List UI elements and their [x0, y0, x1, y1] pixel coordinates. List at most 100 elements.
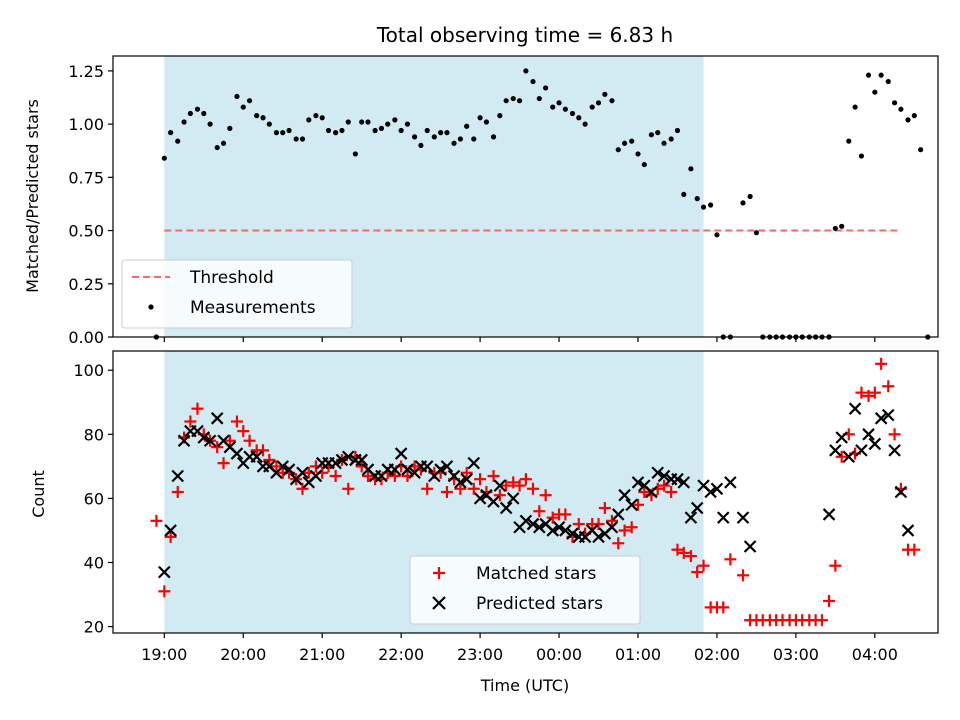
predicted-star-point — [901, 524, 915, 537]
matched-star-point — [362, 469, 374, 482]
top-axes-frame — [112, 55, 939, 338]
predicted-star-point — [467, 456, 481, 470]
measurement-point — [372, 127, 378, 134]
predicted-star-point — [546, 524, 560, 537]
measurement-point — [898, 106, 904, 112]
measurement-point — [885, 78, 891, 85]
predicted-star-point — [440, 460, 454, 473]
predicted-star-point — [355, 453, 368, 467]
predicted-star-point — [552, 520, 566, 534]
matched-star-point — [440, 486, 453, 498]
measurement-point — [503, 98, 509, 104]
measurement-point — [714, 232, 720, 238]
measurement-point — [740, 200, 746, 206]
x-tick-label: 03:00 — [773, 645, 819, 664]
matched-star-point — [421, 482, 434, 495]
matched-star-point — [855, 386, 868, 399]
legend-predicted-label: Predicted stars — [476, 594, 603, 614]
predicted-star-point — [690, 501, 704, 515]
measurement-point — [589, 104, 595, 110]
matched-star-point — [527, 482, 539, 495]
predicted-star-point — [618, 488, 631, 502]
matched-star-point — [539, 489, 552, 502]
predicted-star-point — [625, 498, 638, 512]
measurement-point — [681, 191, 687, 197]
matched-star-point — [513, 479, 526, 492]
measurement-point — [273, 130, 280, 136]
matched-star-point — [618, 524, 631, 537]
bottom-legend: Matched stars Predicted stars — [409, 555, 641, 625]
predicted-star-point — [434, 463, 447, 476]
predicted-star-point — [171, 469, 185, 483]
predicted-star-point — [388, 463, 402, 476]
matched-star-point — [691, 566, 704, 579]
predicted-star-point — [822, 508, 836, 521]
x-tick-label: 21:00 — [299, 645, 345, 664]
matched-star-point — [191, 402, 204, 415]
matched-star-point — [908, 543, 921, 556]
predicted-star-point — [888, 444, 901, 457]
measurement-point — [418, 142, 424, 149]
predicted-star-point — [499, 501, 513, 515]
measurement-point — [345, 119, 351, 125]
measurement-point — [359, 119, 365, 125]
measurement-point — [615, 147, 621, 153]
x-axis-label: Time (UTC) — [480, 676, 569, 695]
measurement-point — [668, 136, 674, 142]
measurement-point — [477, 115, 483, 121]
measurement-point — [246, 98, 253, 104]
measurement-point — [227, 125, 233, 131]
bottom-legend-box — [409, 555, 641, 625]
legend-matched-swatch — [433, 567, 445, 579]
legend-predicted-swatch — [432, 596, 446, 610]
measurement-point — [688, 166, 694, 172]
measurement-point — [621, 140, 628, 146]
matched-star-point — [882, 380, 895, 393]
matched-star-point — [223, 434, 236, 447]
matched-star-point — [474, 473, 487, 486]
measurement-point — [905, 117, 911, 123]
predicted-star-point — [401, 463, 414, 476]
measurement-point — [385, 121, 391, 127]
matched-star-point — [342, 482, 355, 495]
bottom-x-ticks: 19:00 20:00 21:00 22:00 23:00 00:00 01:00 02:00… — [141, 633, 898, 664]
predicted-star-point — [716, 511, 730, 524]
x-tick-label: 04:00 — [852, 645, 898, 664]
measurement-point — [438, 130, 444, 136]
predicted-star-point — [631, 476, 645, 489]
measurement-point — [333, 130, 339, 136]
predicted-star-point — [473, 492, 487, 505]
measurement-point — [181, 119, 187, 125]
predicted-star-point — [611, 508, 625, 521]
measurement-point — [490, 134, 497, 140]
measurement-point — [220, 140, 227, 146]
matched-star-point — [862, 389, 875, 402]
predicted-star-point — [657, 469, 671, 483]
measurement-point — [254, 113, 260, 119]
measurement-point — [398, 127, 404, 134]
top-legend: Threshold Measurements — [121, 259, 353, 329]
predicted-star-point — [855, 444, 868, 457]
legend-measurements-label: Measurements — [190, 298, 316, 318]
matched-star-point — [454, 482, 467, 495]
matched-star-point — [829, 559, 842, 572]
y-tick-label: 0.75 — [68, 168, 104, 187]
measurement-point — [839, 223, 845, 229]
predicted-star-point — [710, 482, 724, 496]
predicted-star-point — [862, 428, 875, 441]
matched-stars-series — [150, 357, 921, 627]
predicted-star-point — [526, 517, 540, 531]
matched-star-point — [724, 553, 737, 566]
y-tick-label: 1.00 — [68, 115, 104, 134]
matched-star-point — [164, 530, 177, 543]
predicted-star-point — [197, 431, 211, 444]
matched-star-point — [572, 518, 585, 531]
x-tick-label: 02:00 — [694, 645, 740, 664]
measurement-point — [536, 95, 542, 102]
predicted-star-point — [684, 511, 698, 524]
measurement-point — [641, 161, 647, 168]
measurement-point — [582, 121, 588, 127]
measurement-point — [313, 113, 319, 119]
y-tick-label: 60 — [84, 489, 104, 508]
measurement-point — [339, 127, 345, 134]
